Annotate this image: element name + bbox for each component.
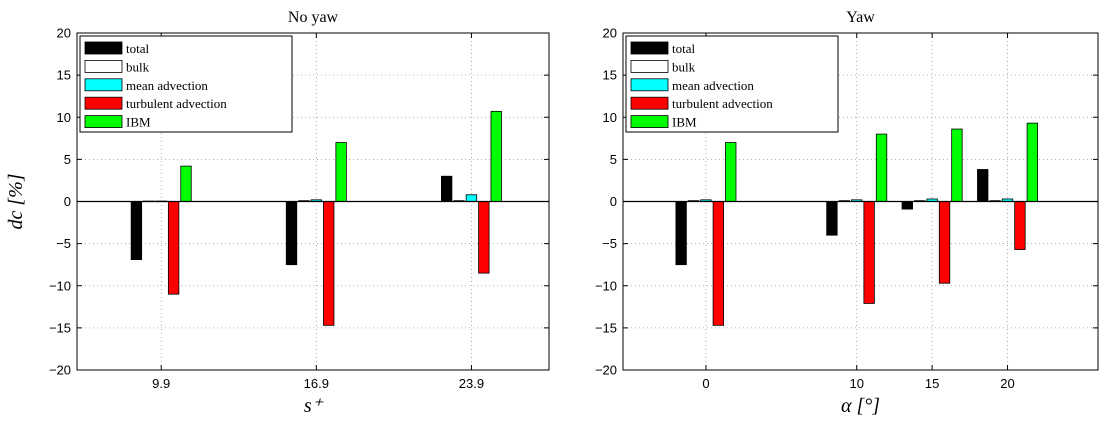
legend-swatch <box>84 78 123 92</box>
y-tick-label: −5 <box>56 236 71 251</box>
legend-swatch <box>630 78 669 92</box>
bar-turbulent-advection <box>938 201 951 284</box>
legend-label: IBM <box>672 115 697 130</box>
y-tick-label: 20 <box>603 26 617 41</box>
bar-total <box>901 201 913 210</box>
legend-label: total <box>672 41 695 56</box>
legend-swatch <box>84 96 123 110</box>
bar-turbulent-advection <box>1014 201 1026 250</box>
legend-swatch <box>630 96 669 110</box>
y-tick-label: −10 <box>49 278 71 293</box>
x-tick-label: 15 <box>925 376 939 391</box>
y-tick-label: 10 <box>603 110 617 125</box>
chart-title: Yaw <box>846 9 875 26</box>
y-tick-label: 10 <box>57 110 71 125</box>
bar-IBM <box>951 128 963 202</box>
x-tick-label: 23.9 <box>459 376 484 391</box>
legend-label: mean advection <box>126 78 208 93</box>
y-tick-label: 15 <box>57 68 71 83</box>
chart-panel-2: −20 −15 −10 −5 0 5 10 15 20 0 10 15 20 total bulk mean … <box>595 9 1099 417</box>
bar-turbulent-advection <box>167 201 180 295</box>
y-tick-label: −20 <box>595 363 617 378</box>
y-tick-label: 15 <box>603 68 617 83</box>
legend-swatch <box>84 41 123 55</box>
legend-label: IBM <box>126 115 151 130</box>
x-tick-label: 16.9 <box>304 376 329 391</box>
bar-total <box>130 201 143 261</box>
legend-swatch <box>630 60 669 73</box>
bar-turbulent-advection <box>712 201 724 326</box>
bar-mean-advection <box>465 194 478 202</box>
y-tick-label: 5 <box>64 152 71 167</box>
y-tick-label: −5 <box>602 236 617 251</box>
bar-total <box>826 201 838 236</box>
bar-total <box>285 201 298 266</box>
legend-swatch <box>630 115 669 128</box>
bar-IBM <box>180 165 192 202</box>
bar-turbulent-advection <box>863 201 875 304</box>
y-tick-label: 20 <box>57 26 71 41</box>
y-axis-label: dc [%] <box>5 173 27 229</box>
legend-swatch <box>84 115 123 128</box>
x-tick-label: 9.9 <box>152 376 170 391</box>
bar-turbulent-advection <box>478 201 490 274</box>
chart-title: No yaw <box>288 9 339 26</box>
bar-total <box>675 201 687 266</box>
y-tick-label: −10 <box>595 278 617 293</box>
legend-swatch <box>84 60 123 73</box>
legend-swatch <box>630 41 669 55</box>
bar-IBM <box>725 142 737 202</box>
bar-turbulent-advection <box>323 201 335 326</box>
bar-IBM <box>1026 122 1038 202</box>
x-tick-label: 10 <box>849 376 863 391</box>
x-axis-label: α [°] <box>841 395 880 417</box>
legend-label: turbulent advection <box>126 96 227 111</box>
x-tick-label: 20 <box>1000 376 1014 391</box>
legend-label: turbulent advection <box>672 96 773 111</box>
x-tick-label: 0 <box>702 376 709 391</box>
legend-label: bulk <box>672 59 696 74</box>
y-tick-label: 5 <box>610 152 617 167</box>
y-tick-label: −15 <box>49 320 71 335</box>
y-tick-label: −20 <box>49 363 71 378</box>
bar-IBM <box>875 133 888 202</box>
bar-IBM <box>490 110 502 202</box>
legend-label: mean advection <box>672 78 754 93</box>
y-tick-label: 0 <box>64 194 71 209</box>
bar-total <box>977 169 989 202</box>
legend-label: total <box>126 41 149 56</box>
y-tick-label: 0 <box>610 194 617 209</box>
bar-IBM <box>335 142 347 202</box>
y-tick-label: −15 <box>595 320 617 335</box>
x-axis-label: s⁺ <box>304 395 324 417</box>
legend-label: bulk <box>126 59 150 74</box>
bar-total <box>440 175 453 202</box>
chart-panel-1: −20 −15 −10 −5 0 5 10 15 20 9.9 16.9 23.9 total bulk m… <box>5 9 550 417</box>
